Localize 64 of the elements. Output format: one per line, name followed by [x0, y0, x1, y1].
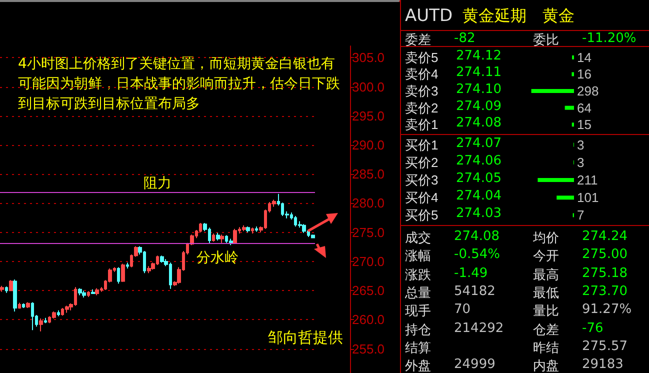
data-label: 7 — [577, 208, 584, 223]
text: 今开 275.00 — [533, 247, 628, 264]
text: 结算 — [405, 340, 431, 357]
data-label: 211 — [577, 172, 598, 188]
y-tick-label: 275.0 — [352, 224, 385, 240]
y-tick-label: 卖价3 — [405, 84, 438, 98]
y-tick-label: 买价4 — [405, 190, 438, 206]
y-tick-label: 255.0 — [352, 341, 385, 356]
text: 274.12 — [456, 48, 502, 64]
y-tick-label: 305.0 — [352, 50, 385, 66]
data-label: 3 — [577, 154, 584, 170]
data-label: 298 — [577, 84, 599, 98]
text: 现手 70 — [405, 302, 471, 320]
data-label: 15 — [577, 117, 592, 132]
ref-line-label: 分水岭 — [196, 248, 238, 265]
y-tick-label: 卖价5 — [405, 50, 438, 65]
y-tick-label: 280.0 — [352, 196, 385, 211]
y-tick-label: 买价2 — [405, 154, 438, 170]
y-tick-label: 295.0 — [352, 108, 385, 124]
text: 外盘 24999 — [405, 357, 496, 373]
y-tick-label: 买价5 — [405, 208, 438, 223]
text: 量比 91.27% — [533, 302, 632, 320]
chart-subtitle: 黄金延期 黄金 — [462, 6, 575, 25]
text: 274.11 — [456, 65, 502, 80]
ref-line-label: 阻力 — [144, 174, 172, 191]
text: 274.08 — [456, 116, 502, 131]
text: 涨幅 -0.54% — [405, 247, 500, 264]
text: 均价 274.24 — [533, 229, 628, 246]
y-tick-label: 265.0 — [352, 283, 385, 298]
text: 274.10 — [456, 82, 502, 97]
text: 274.09 — [456, 98, 502, 114]
y-tick-label: 买价3 — [405, 172, 438, 188]
y-tick-label: 270.0 — [352, 254, 385, 269]
data-label: 64 — [577, 100, 592, 116]
text: 274.07 — [456, 136, 502, 151]
y-tick-label: 260.0 — [352, 312, 385, 328]
text: 内盘 29183 — [533, 357, 624, 373]
y-tick-label: 卖价2 — [405, 100, 438, 116]
text: 持仓 214292 — [405, 320, 504, 338]
data-label: 3 — [577, 137, 584, 152]
text: 涨跌 -1.49 — [405, 266, 488, 283]
y-tick-label: 290.0 — [352, 137, 385, 152]
data-label: 101 — [577, 190, 599, 206]
text: 总量 54182 — [405, 284, 496, 301]
y-tick-label: 285.0 — [352, 166, 385, 182]
text: 委差 -82 — [405, 31, 476, 48]
y-tick-label: 卖价4 — [405, 66, 438, 82]
text: 成交 274.08 — [405, 229, 500, 246]
data-label: 16 — [577, 66, 592, 82]
y-tick-label: 300.0 — [352, 79, 385, 94]
chart-title: AUTD — [405, 6, 453, 26]
text: 仓差 -76 — [533, 320, 604, 338]
text: 274.03 — [456, 206, 502, 222]
y-tick-label: 买价1 — [405, 137, 438, 152]
text: 274.05 — [456, 171, 502, 186]
annotation: 邹向哲提供 — [268, 328, 343, 346]
data-label: 14 — [577, 50, 592, 65]
text: 最高 275.18 — [533, 266, 628, 283]
text: 274.06 — [456, 153, 502, 168]
text: 昨结 275.57 — [533, 338, 628, 356]
text: 274.04 — [456, 188, 502, 204]
y-tick-label: 卖价1 — [405, 117, 438, 132]
text: 最低 273.70 — [533, 284, 628, 301]
text: 委比 -11.20% — [533, 31, 636, 48]
